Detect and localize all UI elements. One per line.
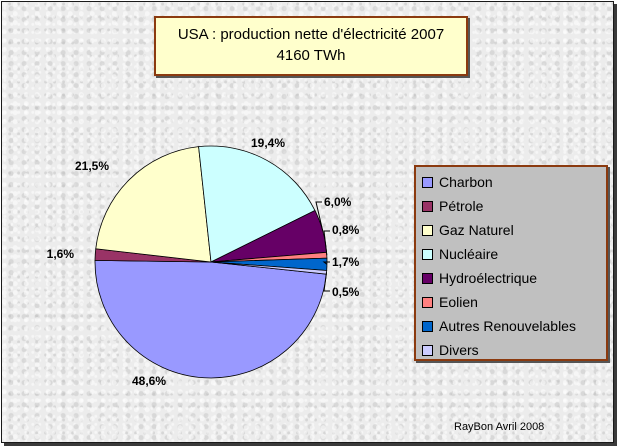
- pie-chart: 48,6% 1,6% 21,5% 19,4% 6,0% 0,8% 1,7% 0,5%: [47, 136, 360, 388]
- data-label-hydro-lectrique: 6,0%: [324, 195, 352, 209]
- legend-item-divers: Divers: [422, 338, 606, 362]
- legend-label: Hydroélectrique: [439, 270, 538, 286]
- legend-swatch: [422, 248, 433, 260]
- legend-swatch: [422, 176, 433, 188]
- legend-swatch: [422, 272, 433, 284]
- leader-line-6: [322, 261, 330, 265]
- chart-subtitle: 4160 TWh: [276, 47, 346, 64]
- legend-item-nucl-aire: Nucléaire: [422, 242, 606, 266]
- chart-legend: Charbon Pétrole Gaz Naturel Nucléaire Hydroé…: [414, 165, 608, 361]
- legend-label: Eolien: [439, 294, 478, 310]
- legend-item-autres-renouvelables: Autres Renouvelables: [422, 314, 606, 338]
- legend-item-charbon: Charbon: [422, 170, 606, 194]
- legend-item-gaz-naturel: Gaz Naturel: [422, 218, 606, 242]
- leader-line-7: [323, 272, 330, 292]
- data-label-divers: 0,5%: [332, 285, 360, 299]
- legend-swatch: [422, 344, 433, 356]
- data-label-nucl-aire: 19,4%: [251, 136, 285, 150]
- legend-swatch: [422, 200, 433, 212]
- chart-title-box: USA : production nette d'électricité 200…: [154, 16, 468, 76]
- pie-slice-nucl-aire: [198, 145, 316, 263]
- data-label-autres-renouvelables: 1,7%: [332, 255, 360, 269]
- data-label-eolien: 0,8%: [332, 223, 360, 237]
- legend-swatch: [422, 320, 433, 332]
- pie-slice-gaz-naturel: [95, 146, 212, 263]
- leader-line-4: [315, 201, 324, 231]
- chart-frame: USA : production nette d'électricité 200…: [1, 1, 614, 443]
- legend-label: Gaz Naturel: [439, 222, 514, 238]
- pie-slice-charbon: [94, 260, 327, 379]
- legend-item-p-trole: Pétrole: [422, 194, 606, 218]
- legend-label: Nucléaire: [439, 246, 499, 262]
- legend-label: Pétrole: [439, 198, 484, 214]
- data-label-gaz-naturel: 21,5%: [75, 159, 109, 173]
- legend-label: Autres Renouvelables: [439, 318, 576, 334]
- pie-leader-lines: [315, 201, 330, 292]
- data-label-charbon: 48,6%: [132, 374, 166, 388]
- pie-data-labels: 48,6% 1,6% 21,5% 19,4% 6,0% 0,8% 1,7% 0,5%: [47, 136, 360, 388]
- legend-item-eolien: Eolien: [422, 290, 606, 314]
- legend-swatch: [422, 224, 433, 236]
- pie-slices: [94, 145, 328, 379]
- legend-swatch: [422, 296, 433, 308]
- legend-label: Charbon: [439, 174, 493, 190]
- legend-item-hydro-lectrique: Hydroélectrique: [422, 266, 606, 290]
- chart-credit: RayBon Avril 2008: [454, 421, 545, 433]
- legend-label: Divers: [439, 342, 479, 358]
- chart-title: USA : production nette d'électricité 200…: [177, 26, 445, 43]
- leader-line-5: [323, 230, 330, 256]
- data-label-p-trole: 1,6%: [47, 247, 75, 261]
